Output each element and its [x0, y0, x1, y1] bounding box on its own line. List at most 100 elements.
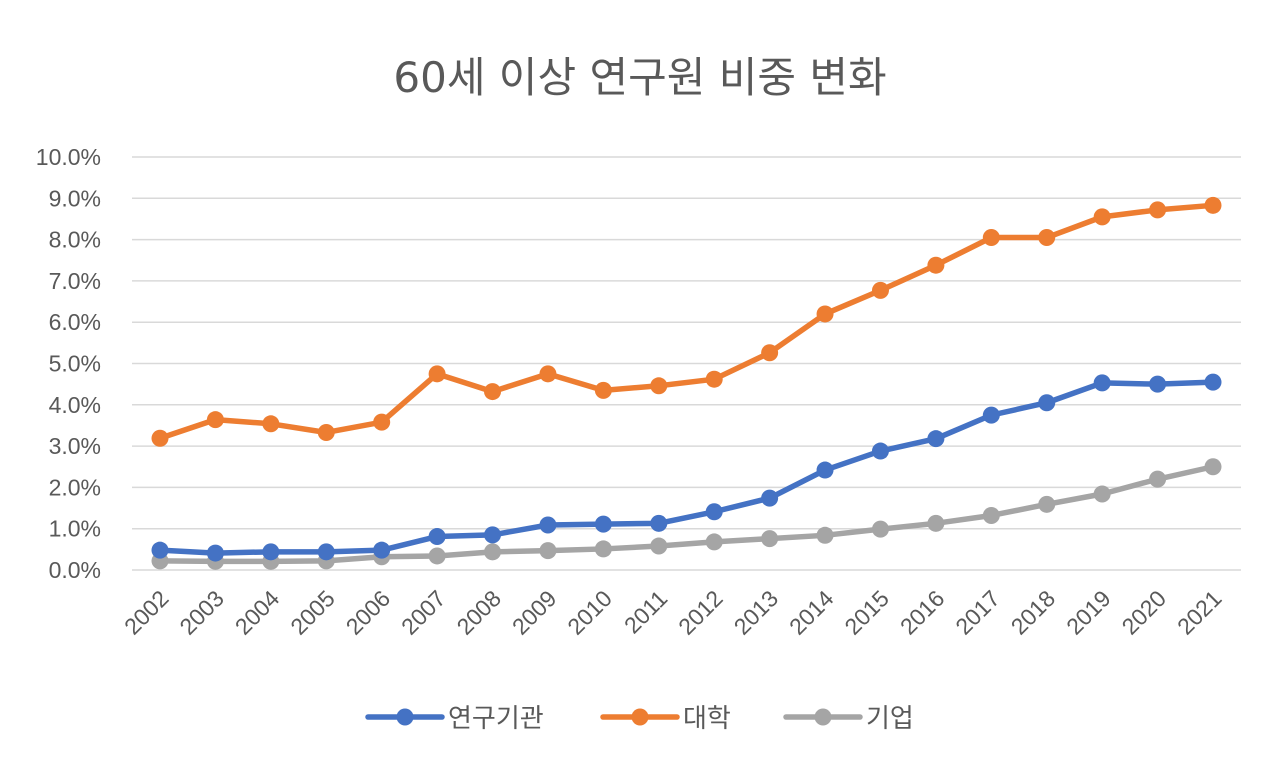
data-point — [927, 256, 945, 274]
data-point — [262, 543, 280, 561]
series-line — [157, 379, 1216, 556]
x-tick-label: 2007 — [396, 585, 451, 640]
gridlines — [132, 156, 1241, 571]
data-point — [484, 543, 502, 561]
x-tick-label: 2015 — [839, 585, 894, 640]
data-point — [151, 429, 169, 447]
x-tick-label: 2003 — [174, 585, 229, 640]
data-point — [428, 528, 446, 546]
x-tick-label: 2010 — [562, 585, 617, 640]
data-point — [871, 520, 889, 538]
x-tick-label: 2012 — [673, 585, 728, 640]
data-point — [373, 541, 391, 559]
x-tick-label: 2005 — [285, 585, 340, 640]
data-point — [650, 514, 668, 532]
data-point — [206, 544, 224, 562]
legend-item: 연구기관 — [365, 704, 544, 734]
data-point — [927, 514, 945, 532]
legend: 연구기관 대학 기업 — [365, 704, 914, 734]
series-group — [151, 196, 1222, 447]
x-axis-ticks: 2002 2003 2004 2005 2006 2007 2008 2009 2010 2011… — [119, 585, 1227, 640]
data-point — [927, 430, 945, 448]
data-point — [428, 365, 446, 383]
x-tick-label: 2020 — [1117, 585, 1172, 640]
series-lines — [151, 196, 1222, 570]
data-point — [1093, 208, 1111, 226]
y-tick-label: 5.0% — [49, 351, 101, 377]
x-tick-label: 2006 — [341, 585, 396, 640]
x-tick-label: 2013 — [729, 585, 784, 640]
legend-swatch-marker — [396, 708, 414, 726]
x-tick-label: 2009 — [507, 585, 562, 640]
data-point — [871, 281, 889, 299]
data-point — [650, 377, 668, 395]
data-point — [373, 413, 391, 431]
data-point — [1038, 495, 1056, 513]
data-point — [761, 489, 779, 507]
y-tick-label: 3.0% — [49, 433, 101, 459]
data-point — [871, 442, 889, 460]
x-tick-label: 2014 — [784, 585, 839, 640]
data-point — [650, 537, 668, 555]
data-point — [1204, 458, 1222, 476]
y-tick-label: 1.0% — [49, 516, 101, 542]
y-tick-label: 7.0% — [49, 268, 101, 294]
x-tick-label: 2017 — [950, 585, 1005, 640]
data-point — [1149, 470, 1167, 488]
y-tick-label: 6.0% — [49, 309, 101, 335]
y-tick-label: 10.0% — [36, 144, 101, 170]
x-tick-label: 2004 — [230, 585, 285, 640]
data-point — [816, 526, 834, 544]
data-point — [151, 541, 169, 559]
data-point — [594, 540, 612, 558]
data-point — [816, 305, 834, 323]
legend-label: 대학 — [683, 704, 731, 734]
x-tick-label: 2019 — [1061, 585, 1116, 640]
data-point — [1093, 485, 1111, 503]
y-tick-label: 8.0% — [49, 227, 101, 253]
legend-swatch-marker — [631, 708, 649, 726]
data-point — [484, 526, 502, 544]
data-point — [1093, 374, 1111, 392]
data-point — [1038, 229, 1056, 247]
x-tick-label: 2018 — [1006, 585, 1061, 640]
data-point — [1204, 373, 1222, 391]
data-point — [982, 506, 1000, 524]
data-point — [206, 411, 224, 429]
data-point — [1149, 201, 1167, 219]
data-point — [1149, 375, 1167, 393]
data-point — [317, 543, 335, 561]
y-tick-label: 9.0% — [49, 185, 101, 211]
data-point — [1038, 394, 1056, 412]
legend-item: 기업 — [783, 704, 914, 734]
data-point — [982, 406, 1000, 424]
data-point — [982, 229, 1000, 247]
data-point — [816, 461, 834, 479]
data-point — [262, 415, 280, 433]
x-tick-label: 2011 — [619, 585, 672, 638]
y-tick-label: 4.0% — [49, 392, 101, 418]
data-point — [705, 533, 723, 551]
data-point — [705, 370, 723, 388]
y-axis-ticks: 0.0% 1.0% 2.0% 3.0% 4.0% 5.0% 6.0% 7.0% 8.0% 9.0%… — [36, 144, 101, 583]
series-line — [157, 464, 1216, 565]
x-tick-label: 2002 — [119, 585, 174, 640]
legend-label: 기업 — [866, 704, 914, 734]
series-group — [151, 373, 1222, 562]
legend-label: 연구기관 — [448, 704, 544, 734]
data-point — [539, 516, 557, 534]
data-point — [484, 383, 502, 401]
series-line — [157, 202, 1216, 442]
x-tick-label: 2016 — [895, 585, 950, 640]
y-tick-label: 0.0% — [49, 557, 101, 583]
data-point — [761, 530, 779, 548]
data-point — [594, 381, 612, 399]
data-point — [1204, 196, 1222, 214]
data-point — [539, 542, 557, 560]
data-point — [317, 423, 335, 441]
x-tick-label: 2008 — [451, 585, 506, 640]
y-tick-label: 2.0% — [49, 474, 101, 500]
data-point — [594, 515, 612, 533]
